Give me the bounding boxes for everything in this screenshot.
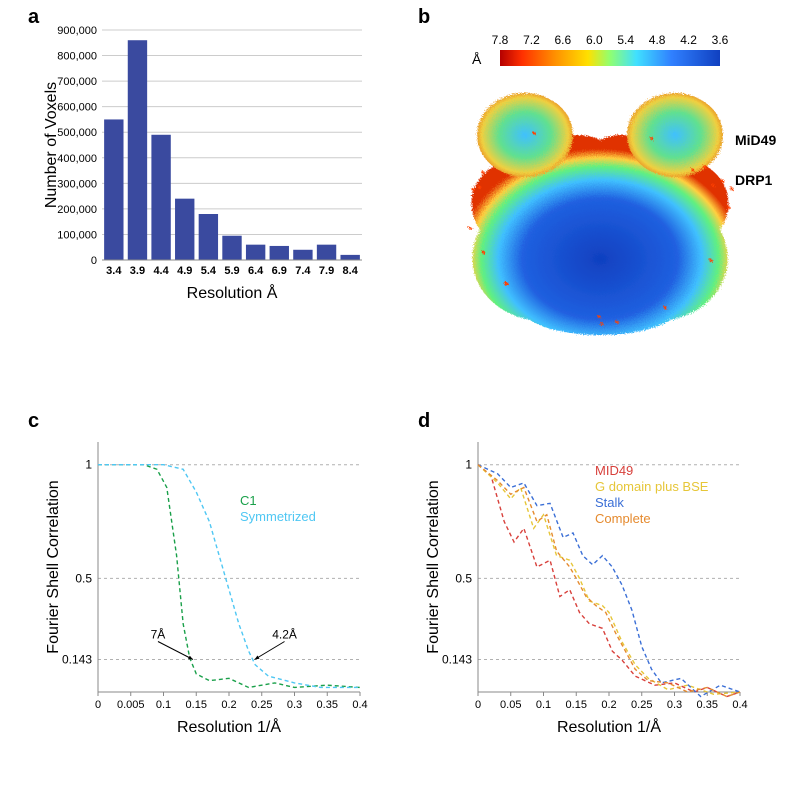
bar — [175, 199, 194, 260]
panel-a: 0 100,000 200,000 300,000 400,000 500,000 600,… — [40, 20, 380, 310]
bar-chart: 0 100,000 200,000 300,000 400,000 500,000 600,… — [40, 20, 380, 310]
colorbar-tick: 7.8 — [492, 33, 509, 47]
bar — [104, 119, 123, 260]
svg-text:700,000: 700,000 — [57, 76, 97, 88]
svg-text:4.9: 4.9 — [177, 265, 192, 277]
colorbar-tick: 4.2 — [680, 33, 697, 47]
colorbar-tick: 4.8 — [649, 33, 666, 47]
svg-text:Fourier Shell Correlation: Fourier Shell Correlation — [45, 480, 62, 653]
svg-text:0.1: 0.1 — [536, 699, 551, 711]
bar — [199, 214, 218, 260]
colorbar-tick: 7.2 — [523, 33, 540, 47]
svg-text:Resolution 1/Å: Resolution 1/Å — [177, 717, 281, 736]
legend-item: Stalk — [595, 495, 624, 510]
bar — [151, 135, 170, 260]
colorbar-tick: 3.6 — [712, 33, 729, 47]
unit-label: Å — [472, 51, 482, 67]
legend-item: C1 — [240, 493, 257, 508]
svg-text:0.35: 0.35 — [697, 699, 718, 711]
colorbar-tick: 6.6 — [555, 33, 572, 47]
bar — [128, 40, 147, 260]
svg-text:6.4: 6.4 — [248, 265, 264, 277]
svg-text:300,000: 300,000 — [57, 178, 97, 190]
fsc-annotation: 4.2Å — [272, 627, 297, 642]
svg-text:0.2: 0.2 — [221, 699, 236, 711]
bar — [340, 255, 359, 260]
fsc-series — [98, 465, 360, 688]
legend-item: MID49 — [595, 463, 633, 478]
svg-text:500,000: 500,000 — [57, 127, 97, 139]
svg-text:Resolution 1/Å: Resolution 1/Å — [557, 717, 661, 736]
svg-text:0.15: 0.15 — [186, 699, 207, 711]
svg-text:5.4: 5.4 — [201, 265, 217, 277]
svg-text:0: 0 — [475, 699, 481, 711]
svg-text:1: 1 — [85, 458, 92, 472]
legend-item: Complete — [595, 511, 651, 526]
svg-text:600,000: 600,000 — [57, 102, 97, 114]
svg-text:0.143: 0.143 — [62, 653, 92, 667]
svg-text:200,000: 200,000 — [57, 204, 97, 216]
bar — [317, 245, 336, 260]
fsc-series — [98, 465, 360, 688]
figure-root: a b c d 0100,000200,000300,000400,000500… — [0, 0, 800, 799]
mid49-label: MiD49 — [735, 132, 776, 148]
svg-text:0: 0 — [91, 255, 97, 267]
colorbar — [500, 50, 720, 66]
svg-text:0.35: 0.35 — [317, 699, 338, 711]
panel-label-a: a — [28, 6, 39, 29]
svg-text:0.5: 0.5 — [455, 571, 472, 585]
bar — [222, 236, 241, 260]
svg-text:0.5: 0.5 — [75, 571, 92, 585]
panel-c: 0.143 0.5 1 0 0.005 0.1 0.15 0.2 0.25 0.3 0.35 0.4 R… — [40, 430, 380, 750]
legend-item: G domain plus BSE — [595, 479, 709, 494]
svg-text:0.4: 0.4 — [352, 699, 367, 711]
svg-text:Number of Voxels: Number of Voxels — [43, 82, 60, 208]
svg-text:0.25: 0.25 — [631, 699, 652, 711]
svg-text:4.4: 4.4 — [153, 265, 169, 277]
bar — [293, 250, 312, 260]
svg-text:3.4: 3.4 — [106, 265, 122, 277]
svg-text:8.4: 8.4 — [343, 265, 359, 277]
bar — [270, 246, 289, 260]
local-res-slice — [468, 93, 732, 335]
panel-label-c: c — [28, 410, 39, 433]
fsc-chart-c: 0.143 0.5 1 0 0.005 0.1 0.15 0.2 0.25 0.3 0.35 0.4 R… — [40, 430, 380, 750]
drp1-label: DRP1 — [735, 172, 773, 188]
colorbar-tick: 5.4 — [617, 33, 634, 47]
svg-text:3.9: 3.9 — [130, 265, 145, 277]
svg-text:Resolution Å: Resolution Å — [187, 283, 278, 302]
fsc-chart-d: 0.143 0.5 1 0 0.05 0.1 0.15 0.2 0.25 0.3 0.35 0.4 Re… — [420, 430, 760, 750]
svg-text:0.05: 0.05 — [500, 699, 521, 711]
svg-text:7.4: 7.4 — [295, 265, 311, 277]
svg-text:0.143: 0.143 — [442, 653, 472, 667]
svg-text:0.2: 0.2 — [601, 699, 616, 711]
colorbar-tick: 6.0 — [586, 33, 603, 47]
svg-text:0.3: 0.3 — [287, 699, 302, 711]
svg-text:5.9: 5.9 — [224, 265, 239, 277]
resolution-map: Å 7.8 7.2 6.6 6.0 5.4 4.8 4.2 3.6 MiD49 DRP1 — [420, 20, 780, 350]
svg-text:0: 0 — [95, 699, 101, 711]
panel-b: Å 7.8 7.2 6.6 6.0 5.4 4.8 4.2 3.6 MiD49 DRP1 — [420, 20, 780, 350]
svg-text:0.25: 0.25 — [251, 699, 272, 711]
svg-text:6.9: 6.9 — [272, 265, 287, 277]
svg-text:0.1: 0.1 — [156, 699, 171, 711]
svg-text:0.3: 0.3 — [667, 699, 682, 711]
svg-text:100,000: 100,000 — [57, 229, 97, 241]
legend-item: Symmetrized — [240, 509, 316, 524]
svg-text:800,000: 800,000 — [57, 51, 97, 63]
svg-text:0.4: 0.4 — [732, 699, 747, 711]
svg-text:7.9: 7.9 — [319, 265, 334, 277]
svg-text:400,000: 400,000 — [57, 153, 97, 165]
svg-text:0.15: 0.15 — [566, 699, 587, 711]
svg-text:1: 1 — [465, 458, 472, 472]
svg-text:0.005: 0.005 — [117, 699, 145, 711]
svg-text:900,000: 900,000 — [57, 25, 97, 37]
fsc-annotation: 7Å — [151, 627, 166, 642]
bar — [246, 245, 265, 260]
panel-d: 0.143 0.5 1 0 0.05 0.1 0.15 0.2 0.25 0.3 0.35 0.4 Re… — [420, 430, 760, 750]
svg-text:Fourier Shell Correlation: Fourier Shell Correlation — [425, 480, 442, 653]
